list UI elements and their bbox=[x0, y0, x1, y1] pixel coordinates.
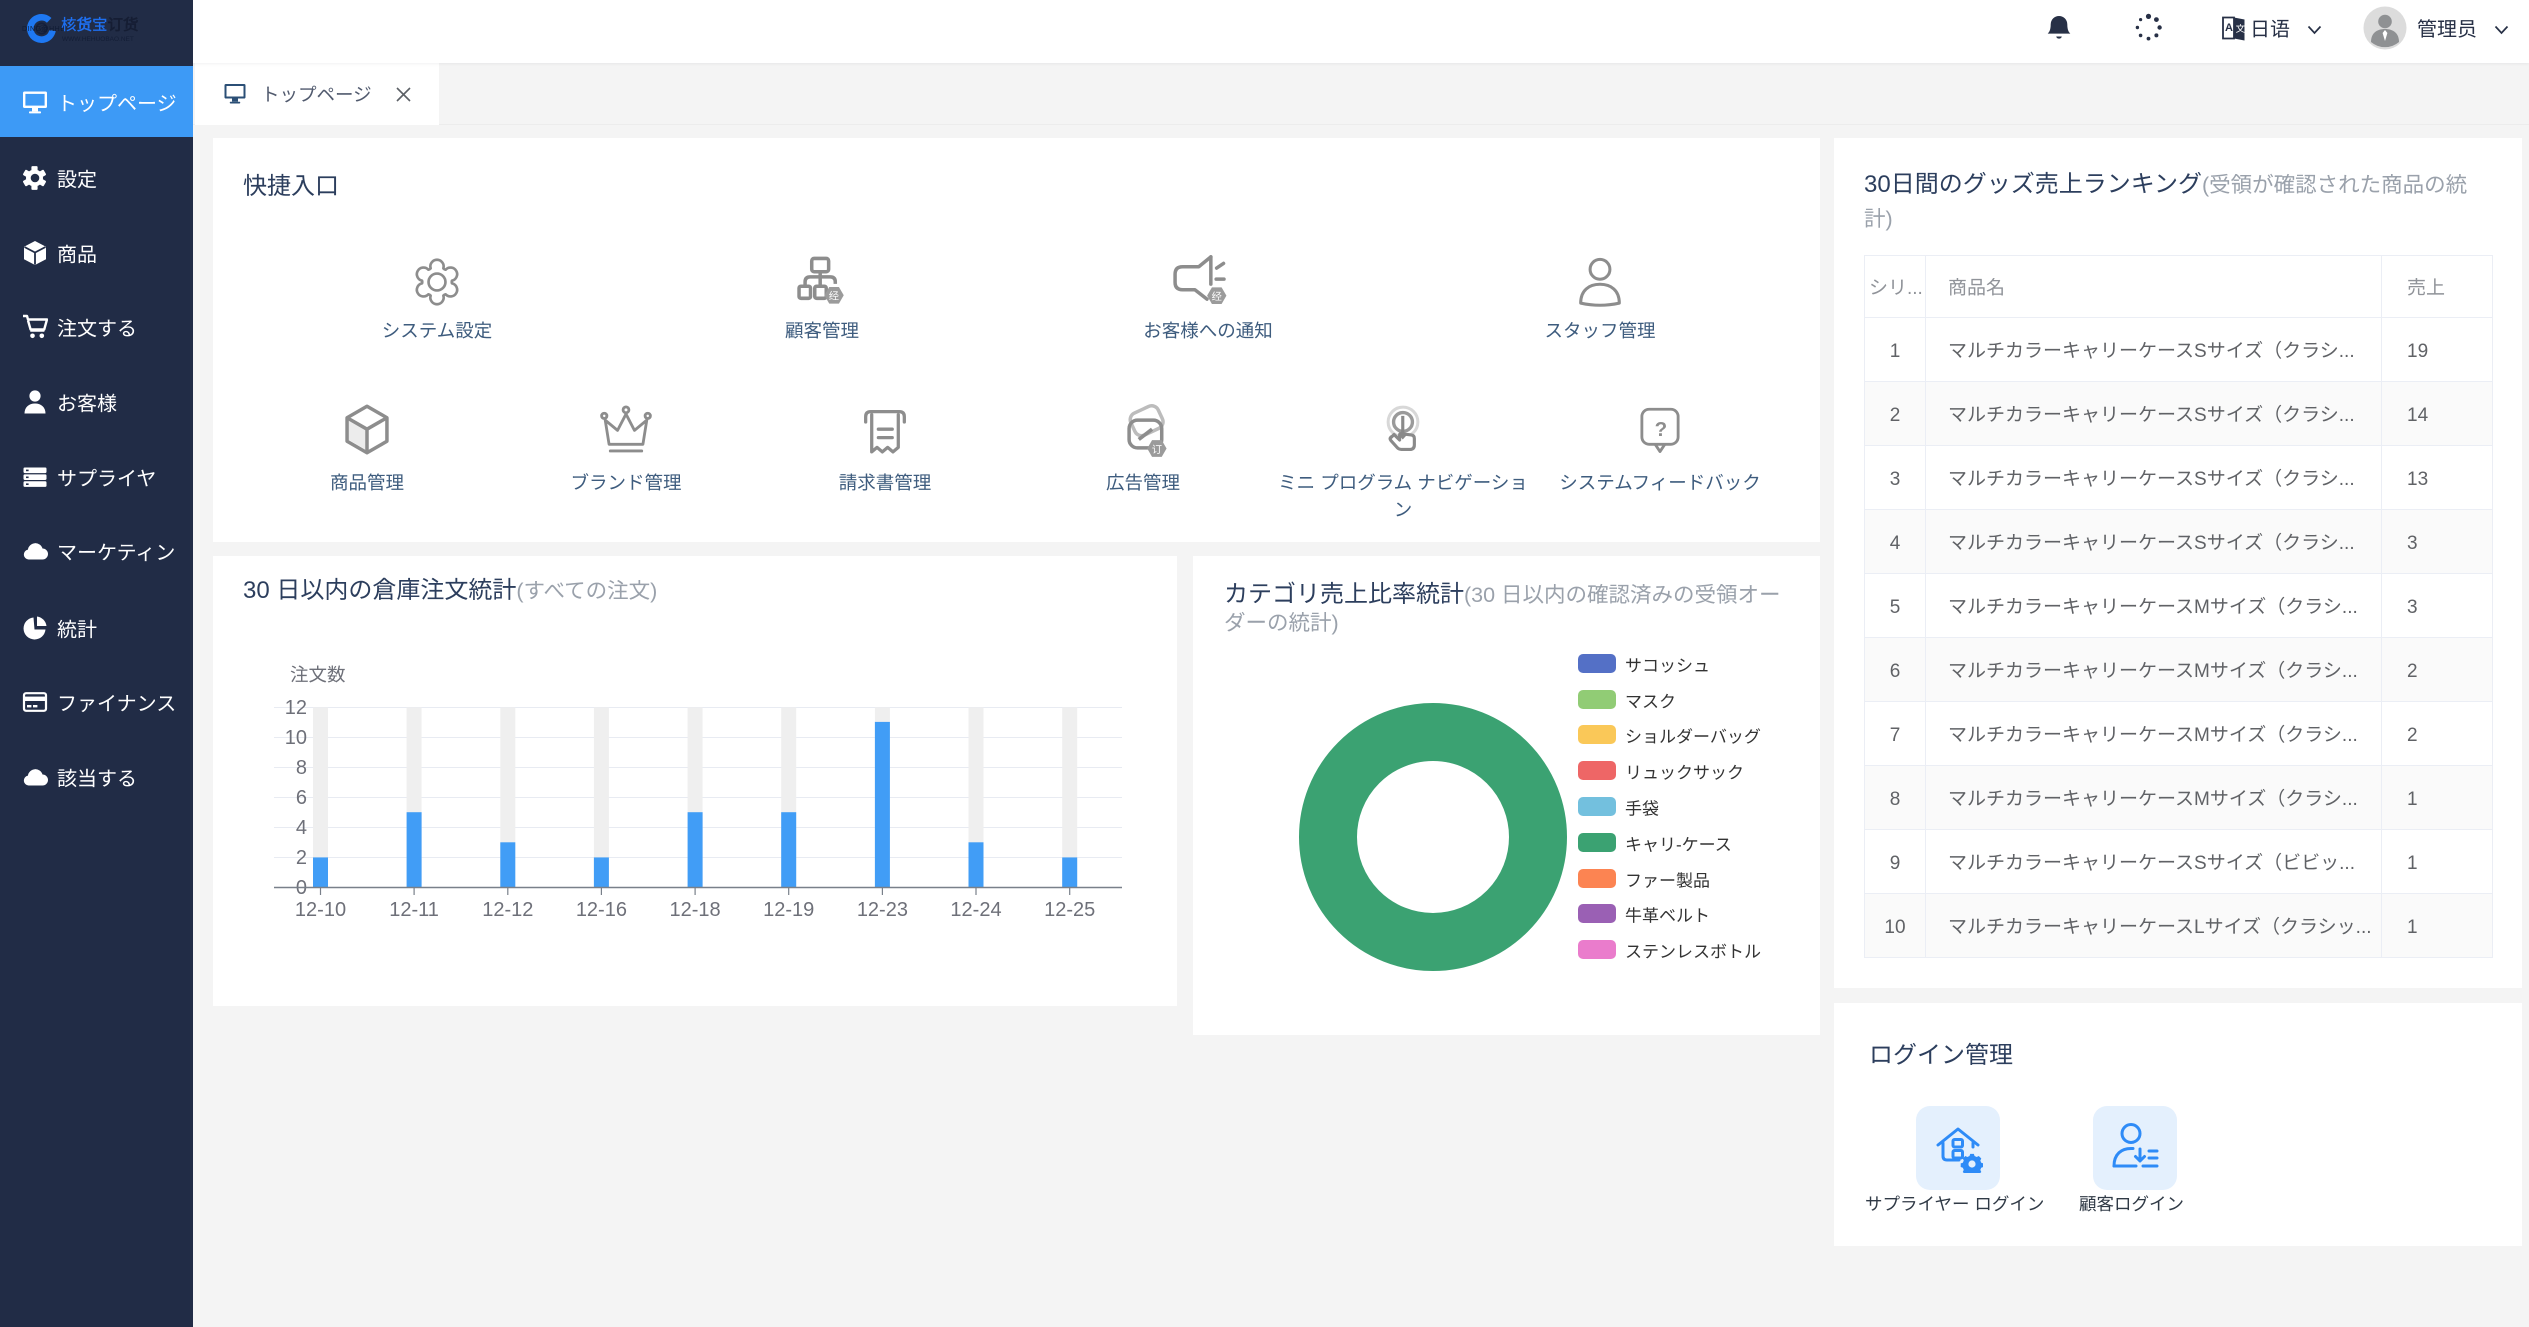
svg-text:12-18: 12-18 bbox=[670, 893, 721, 922]
svg-text:4: 4 bbox=[296, 811, 307, 840]
svg-text:经: 经 bbox=[1212, 288, 1222, 303]
svg-text:文: 文 bbox=[2236, 21, 2246, 35]
svg-text:经: 经 bbox=[829, 288, 839, 303]
svg-text:12-16: 12-16 bbox=[576, 893, 627, 922]
svg-text:2: 2 bbox=[296, 841, 307, 870]
svg-text:8: 8 bbox=[296, 751, 307, 780]
svg-text:12-25: 12-25 bbox=[1044, 893, 1095, 922]
svg-text:12-12: 12-12 bbox=[482, 893, 533, 922]
svg-text:12-11: 12-11 bbox=[389, 893, 439, 922]
svg-text:12-23: 12-23 bbox=[857, 893, 908, 922]
svg-text:12-19: 12-19 bbox=[763, 893, 814, 922]
svg-text:注文数: 注文数 bbox=[290, 661, 346, 687]
svg-text:12-10: 12-10 bbox=[295, 893, 346, 922]
svg-text:0: 0 bbox=[296, 871, 307, 900]
svg-text:12-24: 12-24 bbox=[950, 893, 1001, 922]
svg-text:10: 10 bbox=[285, 721, 307, 750]
svg-text:A: A bbox=[2225, 19, 2233, 35]
svg-text:@: @ bbox=[38, 24, 48, 35]
svg-text:?: ? bbox=[1655, 412, 1668, 442]
svg-text:12: 12 bbox=[285, 691, 307, 720]
svg-text:6: 6 bbox=[296, 781, 307, 810]
svg-text:订: 订 bbox=[1152, 441, 1162, 456]
